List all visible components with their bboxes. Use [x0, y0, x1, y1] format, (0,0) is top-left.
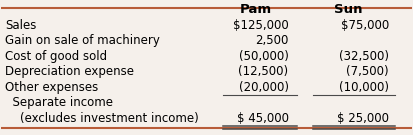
Text: 2,500: 2,500 — [255, 34, 289, 47]
Text: (50,000): (50,000) — [239, 50, 289, 63]
Text: $75,000: $75,000 — [341, 18, 389, 32]
Text: Pam: Pam — [240, 3, 272, 16]
Text: Sales: Sales — [5, 18, 37, 32]
Text: (32,500): (32,500) — [339, 50, 389, 63]
Text: (7,500): (7,500) — [347, 65, 389, 78]
Text: (12,500): (12,500) — [238, 65, 289, 78]
Text: Cost of good sold: Cost of good sold — [5, 50, 108, 63]
Text: (20,000): (20,000) — [239, 81, 289, 94]
Text: Gain on sale of machinery: Gain on sale of machinery — [5, 34, 160, 47]
Text: Other expenses: Other expenses — [5, 81, 99, 94]
Text: Depreciation expense: Depreciation expense — [5, 65, 135, 78]
Text: $ 45,000: $ 45,000 — [237, 112, 289, 125]
Text: Sun: Sun — [334, 3, 362, 16]
Text: $125,000: $125,000 — [233, 18, 289, 32]
Text: $ 25,000: $ 25,000 — [337, 112, 389, 125]
Text: (10,000): (10,000) — [339, 81, 389, 94]
Text: Separate income: Separate income — [5, 96, 114, 109]
Text: (excludes investment income): (excludes investment income) — [5, 112, 199, 125]
